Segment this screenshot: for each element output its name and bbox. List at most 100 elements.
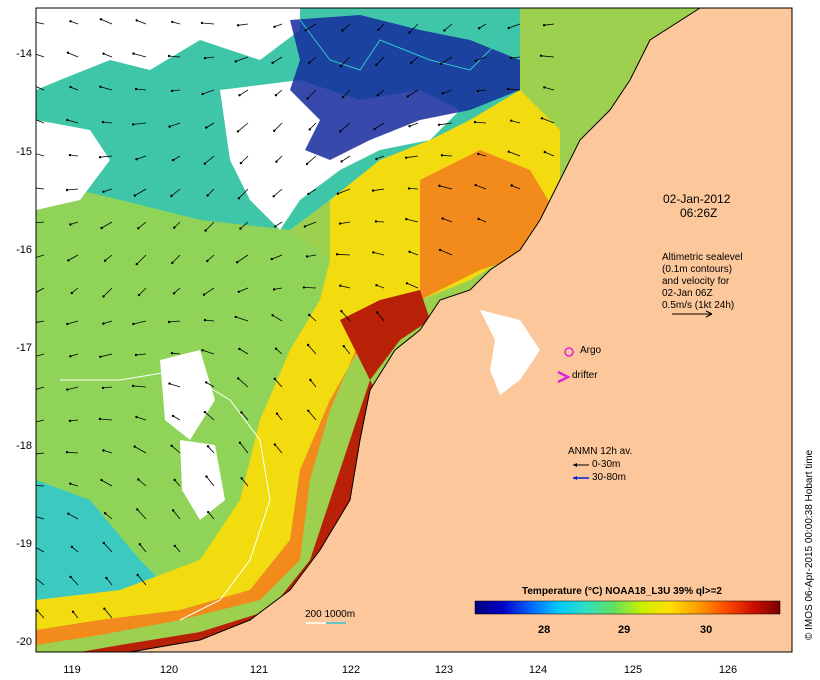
isobath-1000m <box>299 19 521 71</box>
velocity-arrow <box>172 89 181 92</box>
sst-hot-coastal <box>80 290 430 652</box>
velocity-arrow <box>138 479 147 487</box>
velocity-arrow-head <box>474 183 477 187</box>
velocity-arrow-head <box>272 288 276 291</box>
velocity-arrow-head <box>30 186 32 188</box>
velocity-arrow <box>206 122 215 128</box>
velocity-arrow <box>442 89 453 94</box>
velocity-arrow <box>171 352 181 355</box>
velocity-arrow <box>103 320 113 324</box>
velocity-arrow-head <box>340 160 343 163</box>
velocity-arrow-head <box>307 192 310 196</box>
velocity-arrow-head <box>102 322 105 325</box>
velocity-arrow-head <box>207 510 210 514</box>
velocity-arrow <box>373 252 385 256</box>
velocity-arrow-head <box>171 261 174 265</box>
velocity-arrow <box>207 188 215 196</box>
lat-tick: -14 <box>16 48 32 60</box>
velocity-arrow <box>168 55 181 58</box>
velocity-arrow <box>100 353 113 358</box>
velocity-arrow <box>340 221 351 224</box>
velocity-arrow-head <box>33 21 35 23</box>
velocity-arrow <box>207 254 215 262</box>
velocity-arrow-head <box>30 390 32 392</box>
velocity-arrow-head <box>100 226 103 230</box>
velocity-arrow-head <box>274 347 278 350</box>
velocity-arrow-head <box>407 187 411 190</box>
velocity-arrow <box>304 221 317 227</box>
velocity-arrow-head <box>69 355 72 358</box>
velocity-arrow-head <box>273 129 276 132</box>
velocity-arrow <box>103 188 113 193</box>
velocity-arrow <box>66 451 79 454</box>
velocity-arrow-head <box>308 61 311 64</box>
velocity-arrows <box>30 18 555 619</box>
velocity-arrow <box>478 23 487 29</box>
cloud-patch-center <box>180 440 225 520</box>
altimetry-line: (0.1m contours) <box>662 264 733 275</box>
velocity-arrow <box>409 251 419 256</box>
velocity-arrow-head <box>238 347 241 351</box>
velocity-arrow <box>207 511 215 520</box>
velocity-arrow-head <box>167 320 171 324</box>
velocity-arrow-head <box>136 573 139 577</box>
velocity-arrow-head <box>543 150 546 154</box>
velocity-arrow-head <box>135 415 138 419</box>
velocity-arrow-head <box>66 118 69 122</box>
velocity-arrow-head <box>239 161 243 165</box>
velocity-arrow <box>172 510 181 520</box>
velocity-arrow <box>70 353 79 357</box>
velocity-arrow-head <box>33 421 35 423</box>
velocity-arrow-head <box>275 160 278 163</box>
velocity-arrow-head <box>33 152 35 154</box>
colorbar-title: Temperature (°C) NOAA18_L3U 39% ql>=2 <box>522 586 722 597</box>
velocity-arrow-head <box>308 313 311 317</box>
velocity-arrow <box>409 122 419 127</box>
velocity-arrow <box>36 610 45 619</box>
argo-marker <box>564 347 574 357</box>
lon-tick: 123 <box>434 664 454 676</box>
velocity-arrow <box>174 545 181 553</box>
velocity-arrow <box>475 56 487 62</box>
velocity-arrow-head <box>68 153 72 157</box>
velocity-arrow <box>139 543 147 553</box>
velocity-arrow-head <box>240 477 243 480</box>
velocity-arrow <box>239 348 249 355</box>
velocity-arrow <box>340 285 351 289</box>
velocity-arrow <box>36 577 45 586</box>
velocity-arrow-head <box>439 62 443 65</box>
velocity-arrow-head <box>173 226 176 229</box>
velocity-arrow <box>544 87 555 91</box>
velocity-arrow-head <box>103 259 107 262</box>
lon-tick: 125 <box>623 664 643 676</box>
velocity-arrow-head <box>204 229 207 232</box>
velocity-arrow <box>336 253 351 256</box>
velocity-arrow <box>204 319 215 322</box>
lat-tick: -18 <box>16 440 32 452</box>
velocity-arrow <box>101 221 113 229</box>
altimetry-line: and velocity for <box>662 276 730 287</box>
velocity-arrow <box>68 513 79 520</box>
velocity-arrow <box>174 221 181 228</box>
drifter-label: drifter <box>572 370 598 381</box>
velocity-arrow-head <box>377 28 380 31</box>
lon-tick: 126 <box>718 664 738 676</box>
velocity-arrow-head <box>510 119 513 122</box>
velocity-arrow-head <box>408 250 411 253</box>
map-time: 06:26Z <box>680 206 718 220</box>
velocity-arrow-head <box>237 197 241 200</box>
velocity-arrow-head <box>99 85 102 89</box>
velocity-arrow <box>36 287 45 293</box>
velocity-arrow <box>138 221 147 229</box>
velocity-arrow-head <box>236 130 240 133</box>
velocity-arrow <box>478 153 487 157</box>
velocity-arrow <box>136 155 147 160</box>
velocity-arrow-head <box>272 195 275 198</box>
velocity-arrow <box>272 314 283 322</box>
velocity-arrow-head <box>371 189 375 192</box>
velocity-arrow <box>36 254 45 258</box>
velocity-arrow-head <box>168 382 171 385</box>
velocity-arrow <box>103 53 113 58</box>
velocity-arrow-head <box>137 478 140 481</box>
cloud-area-north <box>36 8 300 90</box>
